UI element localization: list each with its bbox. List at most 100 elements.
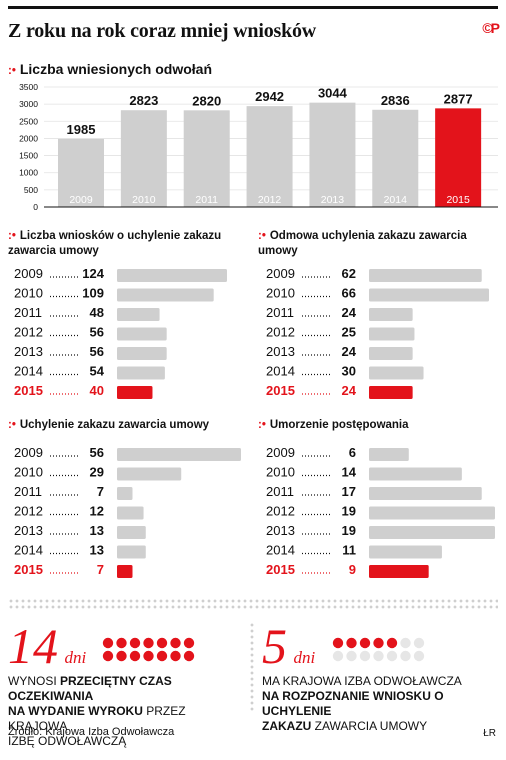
value-label: 48	[90, 305, 104, 320]
stat-dots-14	[102, 637, 195, 662]
bar	[117, 467, 182, 481]
year-label: 2013	[266, 523, 295, 538]
year-label: 2009	[266, 266, 295, 281]
value-label: 9	[349, 562, 356, 577]
chart-title-text: Uchylenie zakazu zawarcia umowy	[19, 419, 210, 431]
chart-title-umorzenie: :• Umorzenie postępowania	[258, 419, 409, 431]
bar	[369, 386, 413, 399]
desc-bold: PRZECIĘTNY CZAS OCZEKIWANIA	[8, 674, 172, 703]
stat-unit: dni	[293, 648, 316, 667]
day-dot	[170, 637, 181, 649]
source-note: Źródło: Krajowa Izba Odwoławcza	[8, 726, 175, 738]
year-label: 2015	[266, 562, 295, 577]
y-tick-label: 1500	[19, 151, 38, 161]
year-label: 2010	[266, 465, 295, 480]
day-dot	[400, 637, 411, 649]
value-label: 109	[82, 286, 104, 301]
y-tick-label: 2500	[19, 116, 38, 126]
value-label: 12	[90, 504, 104, 519]
value-label: 62	[342, 266, 356, 281]
bar	[117, 269, 227, 282]
odmowa-bar-chart: 2009 62 2010 66 2011 24 2012 25 2013 24 2014 30 2015…	[266, 266, 489, 399]
day-dot	[332, 637, 344, 649]
stat-number: 14	[8, 618, 58, 674]
x-tick-label: 2014	[384, 194, 408, 206]
year-label: 2014	[266, 364, 295, 379]
bar	[435, 108, 482, 207]
data-label: 2823	[129, 93, 158, 108]
stat-dots-5	[332, 637, 425, 662]
year-label: 2012	[14, 325, 43, 340]
value-label: 24	[342, 383, 357, 398]
year-label: 2011	[14, 484, 42, 499]
x-tick-label: 2012	[258, 194, 282, 206]
stat-description-5: MA KRAJOWA IZBA ODWOŁAWCZA NA ROZPOZNANI…	[262, 674, 502, 734]
value-label: 11	[342, 543, 356, 558]
publisher-logo: ©P	[482, 20, 500, 36]
value-label: 14	[342, 465, 357, 480]
bar	[369, 327, 415, 341]
y-tick-label: 2000	[19, 133, 38, 143]
odwolania-bar-chart: 0 500 1000 1500 2000 2500 3000 3500 1985 2009 2823…	[19, 82, 498, 212]
chart-title-text: Umorzenie postępowania	[269, 419, 409, 431]
bar	[117, 448, 241, 461]
year-label: 2012	[266, 504, 295, 519]
bar	[369, 506, 495, 520]
stat-number: 5	[262, 618, 287, 674]
desc-text: PRZEZ KRAJOWĄ	[8, 704, 186, 733]
value-label: 54	[90, 364, 105, 379]
bar	[117, 545, 146, 559]
value-label: 29	[90, 465, 104, 480]
bar	[58, 138, 104, 207]
stat-block-5: 5 dni	[262, 621, 316, 671]
year-label: 2015	[14, 383, 43, 398]
bar	[246, 106, 293, 207]
bar	[369, 269, 482, 282]
x-tick-label: 2013	[321, 194, 345, 206]
value-label: 24	[342, 344, 357, 359]
year-label: 2015	[266, 383, 295, 398]
bar	[369, 565, 429, 578]
stat-unit: dni	[64, 648, 87, 667]
bar	[117, 366, 165, 380]
value-label: 13	[90, 543, 104, 558]
data-label: 1985	[67, 122, 96, 137]
day-dot	[170, 650, 181, 662]
bar	[117, 565, 133, 578]
day-dot	[386, 650, 398, 662]
day-dot	[332, 650, 344, 662]
day-dot	[143, 637, 154, 649]
year-label: 2013	[14, 523, 43, 538]
value-label: 24	[342, 305, 357, 320]
year-label: 2014	[14, 543, 43, 558]
day-dot	[102, 637, 114, 649]
day-dot	[129, 637, 141, 649]
x-tick-label: 2009	[69, 194, 93, 206]
data-label: 2942	[255, 89, 284, 104]
umorzenie-bar-chart: 2009 6 2010 14 2011 17 2012 19 2013 19 2014 11 2015 9	[266, 445, 495, 578]
bar	[117, 288, 214, 302]
bar	[369, 545, 442, 559]
chart-title-wnioski: :• Liczba wniosków o uchylenie zakazu zaw…	[8, 230, 222, 257]
year-label: 2009	[14, 266, 43, 281]
day-dot	[346, 637, 357, 649]
top-rule	[8, 6, 498, 9]
value-label: 19	[342, 504, 356, 519]
bar	[369, 448, 409, 461]
bar	[117, 386, 153, 399]
y-tick-label: 3500	[19, 82, 38, 92]
y-tick-label: 0	[33, 202, 38, 212]
bar	[117, 506, 144, 520]
year-label: 2014	[266, 543, 295, 558]
day-dot	[116, 637, 127, 649]
day-dot	[413, 637, 425, 649]
bar	[117, 308, 160, 321]
day-dot	[400, 650, 411, 662]
value-label: 6	[349, 445, 356, 460]
chart-title-uchylenie: :• Uchylenie zakazu zawarcia umowy	[8, 419, 210, 431]
year-label: 2012	[14, 504, 43, 519]
data-label: 2820	[192, 93, 221, 108]
value-label: 7	[97, 562, 104, 577]
y-tick-label: 3000	[19, 99, 38, 109]
day-dot	[183, 637, 195, 649]
